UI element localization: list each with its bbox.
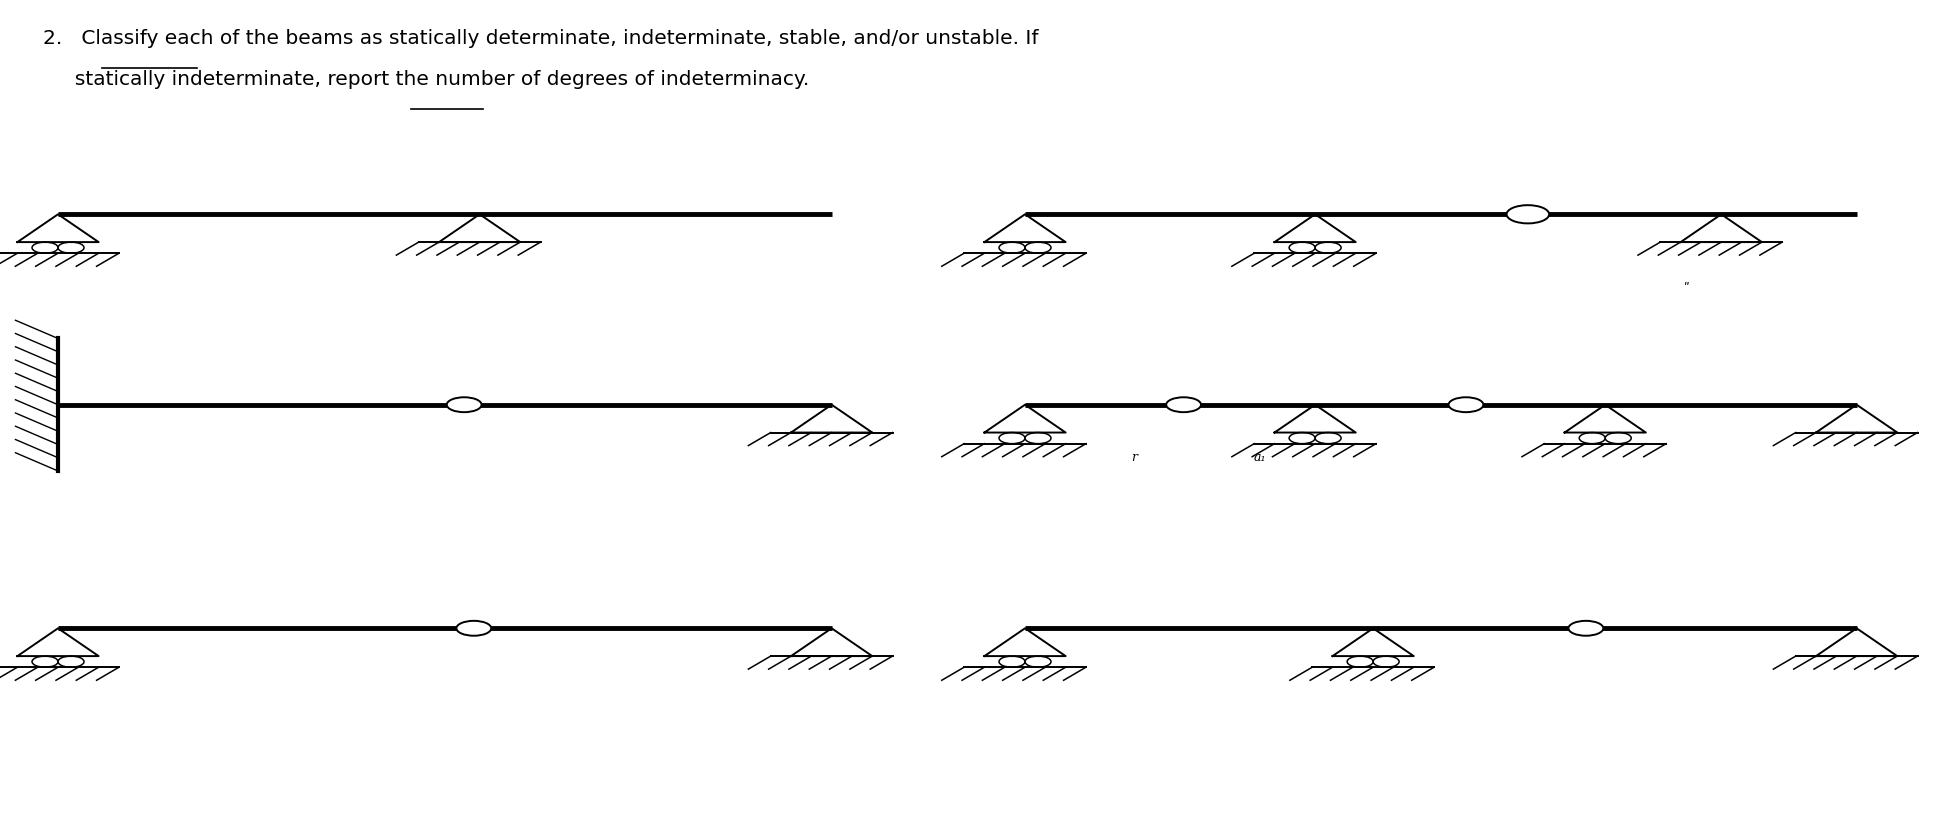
Circle shape bbox=[1568, 621, 1603, 636]
Text: ʺ: ʺ bbox=[1683, 281, 1688, 294]
Text: 2.   Classify each of the beams as statically determinate, indeterminate, stable: 2. Classify each of the beams as statica… bbox=[43, 29, 1039, 48]
Circle shape bbox=[1166, 398, 1201, 413]
Circle shape bbox=[1449, 398, 1483, 413]
Text: a₁: a₁ bbox=[1253, 451, 1265, 464]
Circle shape bbox=[1507, 206, 1549, 224]
Text: r: r bbox=[1131, 451, 1137, 464]
Circle shape bbox=[456, 621, 491, 636]
Circle shape bbox=[447, 398, 482, 413]
Text: statically indeterminate, report the number of degrees of indeterminacy.: statically indeterminate, report the num… bbox=[43, 70, 808, 89]
